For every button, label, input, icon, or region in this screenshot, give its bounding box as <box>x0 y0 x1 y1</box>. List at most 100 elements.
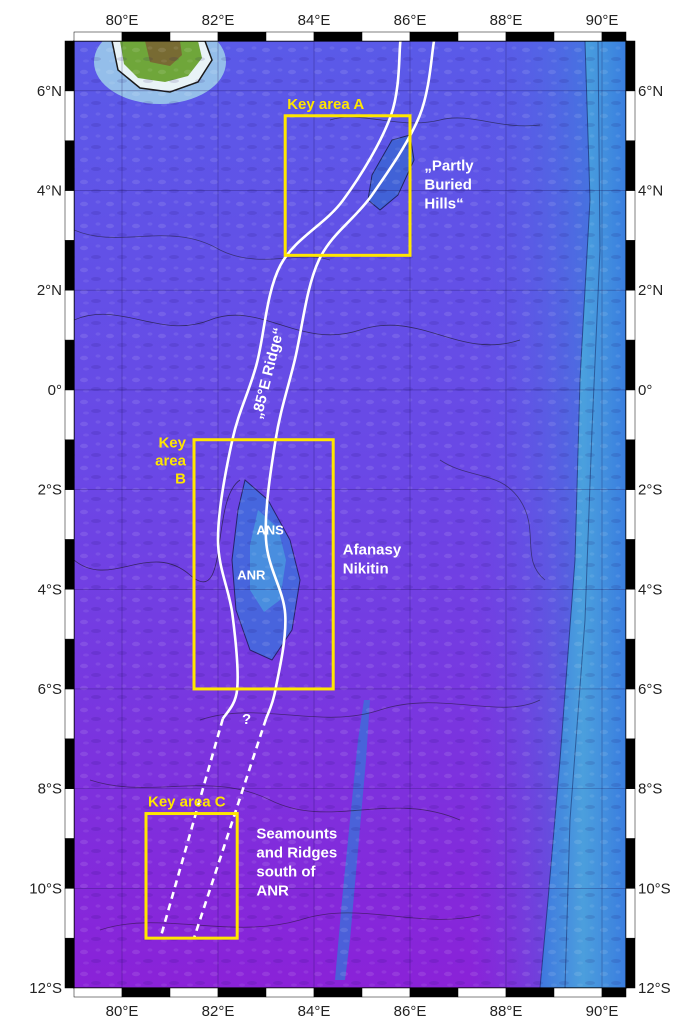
seamount-label: ANR <box>237 567 266 582</box>
frame-bar <box>64 439 75 490</box>
key-area-boxes: Key area A Key area B Key area C <box>144 96 412 940</box>
lon-tick-label: 84°E <box>298 12 331 29</box>
frame-bar <box>625 289 636 341</box>
lat-tick-label: 2°N <box>638 282 663 299</box>
frame-bar <box>64 90 75 141</box>
lat-tick-label: 4°N <box>37 183 62 200</box>
lon-tick-label: 82°E <box>202 1003 235 1020</box>
lat-tick-label: 4°S <box>638 581 662 598</box>
frame-bar <box>121 31 171 42</box>
frame-bar <box>505 987 555 998</box>
frame-bar <box>217 987 267 998</box>
frame-bar <box>64 389 75 440</box>
frame-bar <box>625 738 636 789</box>
frame-bar <box>217 31 267 42</box>
frame-bar <box>64 589 75 640</box>
lat-tick-label: 6°N <box>37 83 62 100</box>
question-mark: ? <box>242 711 251 728</box>
frame-bar <box>64 788 75 839</box>
frame-bar <box>64 240 75 291</box>
lon-tick-label: 90°E <box>586 1003 619 1020</box>
ridge-outline <box>159 40 436 939</box>
frame-bar <box>64 738 75 789</box>
frame-bar <box>625 589 636 640</box>
frame-bar <box>601 31 627 42</box>
frame-bar <box>625 788 636 839</box>
frame-bar <box>625 638 636 690</box>
frame-bar <box>625 389 636 440</box>
lat-tick-label: 2°S <box>38 482 62 499</box>
lon-tick-label: 80°E <box>106 12 139 29</box>
key-area-label: Key area C <box>148 794 226 811</box>
frame-bar <box>625 90 636 141</box>
frame-bar <box>625 439 636 490</box>
lon-tick-label: 82°E <box>202 12 235 29</box>
frame-bar <box>625 838 636 889</box>
key-area-label: Key area A <box>287 96 364 113</box>
lat-tick-label: 2°N <box>37 282 62 299</box>
frame-bar <box>457 987 507 998</box>
frame-bar <box>625 140 636 191</box>
frame-bar <box>409 987 459 998</box>
frame-bar <box>64 339 75 391</box>
lon-tick-label: 88°E <box>490 12 523 29</box>
ridge-east-boundary <box>264 40 436 720</box>
frame-bar <box>625 489 636 540</box>
frame-bar <box>457 31 507 42</box>
frame-bar <box>64 838 75 889</box>
key-area-box <box>283 114 412 257</box>
lat-tick-label: 10°S <box>638 880 671 897</box>
frame-bar <box>64 40 75 92</box>
frame-bar <box>601 987 627 998</box>
frame-bar <box>73 31 123 42</box>
region-annotation: „Partly Buried Hills“ <box>424 158 474 213</box>
frame-bar <box>313 987 363 998</box>
frame-bar <box>64 140 75 191</box>
frame-bar <box>169 31 219 42</box>
frame-bar <box>625 339 636 391</box>
frame-bar <box>64 539 75 590</box>
region-annotation: Afanasy Nikitin <box>343 541 402 577</box>
lat-tick-label: 8°S <box>638 781 662 798</box>
frame-bar <box>73 987 123 998</box>
ridge-west-extension <box>159 718 225 939</box>
frame-bar <box>625 539 636 590</box>
lat-tick-label: 8°S <box>38 781 62 798</box>
frame-bar <box>361 31 411 42</box>
frame-bar <box>265 987 315 998</box>
frame-bar <box>625 240 636 291</box>
ridge-east-extension <box>192 718 268 939</box>
frame-bar <box>64 190 75 241</box>
lat-tick-label: 10°S <box>29 880 62 897</box>
key-area-box <box>144 812 239 940</box>
lon-tick-label: 84°E <box>298 1003 331 1020</box>
lat-tick-label: 4°S <box>38 581 62 598</box>
key-area-label: Key area B <box>155 435 187 488</box>
frame-bar <box>313 31 363 42</box>
frame-bar <box>505 31 555 42</box>
ridge-west-boundary <box>216 40 402 720</box>
frame-bar <box>553 31 603 42</box>
axis-tick-labels: 80°E 80°E 82°E 82°E 84°E 84°E 86°E 86°E 88°E 88°E… <box>29 12 670 1020</box>
frame-bar <box>64 489 75 540</box>
seafloor-texture <box>74 41 626 988</box>
seamount-label: ANS <box>256 522 284 537</box>
lon-tick-label: 90°E <box>586 12 619 29</box>
frame-bar <box>169 987 219 998</box>
lat-tick-label: 6°S <box>38 681 62 698</box>
frame-bar <box>64 638 75 690</box>
lat-tick-label: 12°S <box>29 980 62 997</box>
frame-bar <box>625 688 636 740</box>
lat-tick-label: 0° <box>638 382 652 399</box>
lon-tick-label: 80°E <box>106 1003 139 1020</box>
frame-bar <box>625 888 636 939</box>
lon-tick-label: 88°E <box>490 1003 523 1020</box>
frame-bar <box>121 987 171 998</box>
lat-tick-label: 6°S <box>638 681 662 698</box>
lat-tick-label: 0° <box>48 382 62 399</box>
frame-bar <box>625 190 636 241</box>
key-area-box <box>192 438 335 691</box>
frame-bar <box>553 987 603 998</box>
lon-tick-label: 86°E <box>394 1003 427 1020</box>
